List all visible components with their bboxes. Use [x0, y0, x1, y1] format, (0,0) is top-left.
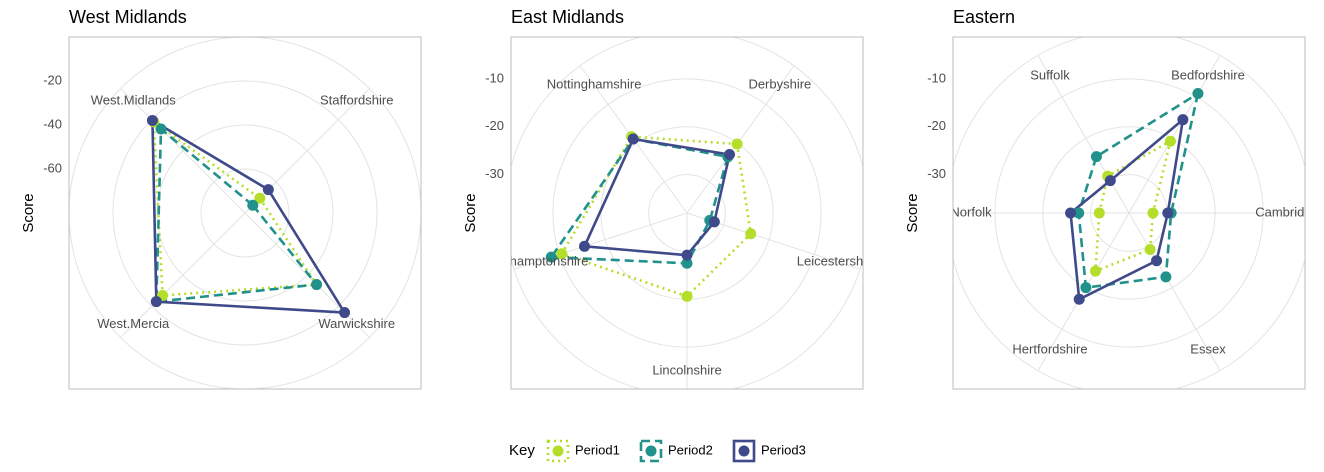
data-point: [556, 248, 568, 260]
category-label: West.Mercia: [97, 316, 170, 331]
data-point: [1093, 207, 1105, 219]
data-point: [1080, 282, 1092, 294]
data-point: [247, 199, 259, 211]
y-axis-label: Score: [20, 193, 37, 232]
data-point: [1192, 88, 1204, 100]
category-label: Warwickshire: [318, 316, 395, 331]
data-point: [254, 192, 266, 204]
category-label: Bedfordshire: [1171, 68, 1245, 83]
grid-circle: [156, 124, 334, 302]
category-label: Essex: [1190, 341, 1226, 356]
legend-dot: [738, 445, 750, 457]
data-point: [155, 123, 167, 135]
data-point: [731, 138, 743, 150]
legend-label: Period3: [761, 442, 806, 457]
grid-circle: [112, 80, 378, 346]
category-label: Suffolk: [1030, 68, 1070, 83]
data-point: [339, 307, 351, 319]
category-label: Northamptonshire: [485, 253, 588, 268]
panel-title: West Midlands: [69, 7, 187, 27]
category-label: West.Midlands: [91, 93, 177, 108]
data-point: [1162, 207, 1174, 219]
panel-title: Eastern: [953, 7, 1015, 27]
radar-panel: Derbyshire Leicestershire Lincolnshire Nort…: [485, 37, 878, 389]
data-point: [262, 184, 274, 196]
data-point: [1089, 265, 1101, 277]
category-label: Hertfordshire: [1012, 341, 1087, 356]
data-point: [627, 133, 639, 145]
series-line: [560, 135, 753, 298]
y-tick-label: -30: [485, 166, 504, 181]
radar-panel: Bedfordshire Cambridge Essex Hertfordshire N…: [950, 37, 1319, 389]
data-point: [150, 296, 162, 308]
data-point: [681, 290, 693, 302]
data-point: [1104, 175, 1116, 187]
spoke: [120, 88, 246, 214]
y-axis-label: Score: [462, 193, 479, 232]
spoke: [513, 212, 688, 270]
spoke: [120, 212, 246, 338]
data-point: [708, 216, 720, 228]
grid-circle: [200, 168, 290, 258]
data-point: [146, 114, 158, 126]
spoke: [244, 212, 370, 338]
legend-title: Key: [509, 442, 535, 459]
category-label: Norfolk: [950, 204, 992, 219]
data-point: [1090, 151, 1102, 163]
panel-border: [510, 36, 864, 390]
category-label: Leicestershire: [797, 253, 878, 268]
spoke: [1128, 55, 1221, 214]
data-point: [1065, 207, 1077, 219]
series-line: [155, 127, 318, 303]
data-point: [1151, 255, 1163, 267]
data-point: [745, 228, 757, 240]
y-axis-label: Score: [904, 193, 921, 232]
spoke: [686, 65, 795, 214]
data-point: [681, 249, 693, 261]
legend-dot: [645, 445, 657, 457]
series-line: [583, 137, 731, 257]
legend-label: Period2: [668, 442, 713, 457]
y-tick-label: -30: [927, 166, 946, 181]
data-point: [545, 251, 557, 263]
spoke: [1037, 55, 1130, 214]
panel-border: [952, 36, 1306, 390]
y-tick-label: -20: [485, 118, 504, 133]
data-point: [1164, 135, 1176, 147]
y-tick-label: -40: [43, 116, 62, 131]
panel-title: East Midlands: [511, 7, 624, 27]
data-point: [311, 279, 323, 291]
y-tick-label: -10: [927, 70, 946, 85]
category-label: Cambridge: [1255, 204, 1319, 219]
data-point: [579, 240, 591, 252]
radar-panel: Staffordshire Warwickshire West.Mercia West…: [69, 37, 421, 389]
y-tick-label: -10: [485, 70, 504, 85]
series-line: [152, 120, 318, 297]
legend-dot: [552, 445, 564, 457]
y-tick-label: -20: [43, 72, 62, 87]
data-point: [1144, 244, 1156, 256]
category-label: Derbyshire: [748, 77, 811, 92]
category-label: Lincolnshire: [652, 362, 721, 377]
data-point: [1073, 293, 1085, 305]
data-point: [724, 148, 736, 160]
y-tick-label: -60: [43, 160, 62, 175]
data-point: [1160, 271, 1172, 283]
series-line: [549, 137, 730, 265]
data-point: [1073, 207, 1085, 219]
data-point: [1147, 207, 1159, 219]
category-label: Nottinghamshire: [547, 77, 642, 92]
spoke: [1128, 212, 1221, 371]
data-point: [1177, 114, 1189, 126]
data-point: [681, 257, 693, 269]
panel-border: [68, 36, 422, 390]
y-tick-label: -20: [927, 118, 946, 133]
category-label: Staffordshire: [320, 93, 393, 108]
legend-label: Period1: [575, 442, 620, 457]
